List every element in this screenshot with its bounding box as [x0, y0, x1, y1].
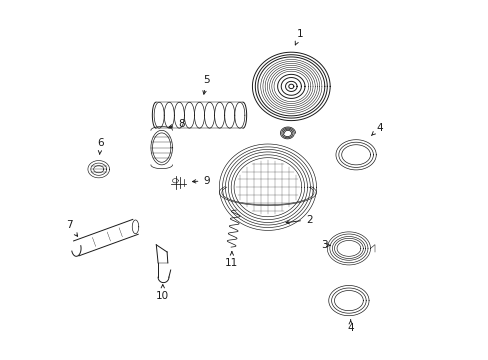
- Text: 1: 1: [295, 29, 303, 45]
- Text: 4: 4: [346, 320, 353, 333]
- Text: 10: 10: [156, 285, 169, 301]
- Text: 7: 7: [66, 220, 78, 237]
- Text: 11: 11: [225, 252, 238, 268]
- Text: 8: 8: [169, 119, 184, 129]
- Text: 5: 5: [203, 75, 209, 94]
- Text: 2: 2: [285, 215, 312, 225]
- Text: 4: 4: [370, 123, 382, 136]
- Text: 3: 3: [321, 240, 330, 250]
- Text: 6: 6: [97, 138, 103, 154]
- Text: 9: 9: [192, 176, 209, 186]
